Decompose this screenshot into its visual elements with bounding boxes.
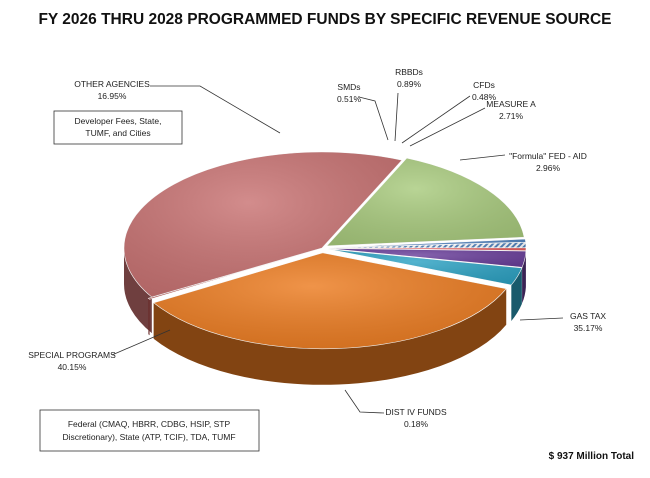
slice-shading xyxy=(327,239,526,248)
pie-slices xyxy=(123,151,527,350)
label-rbbds: RBBDs 0.89% xyxy=(395,67,423,89)
svg-text:Discretionary), State (ATP, TC: Discretionary), State (ATP, TCIF), TDA, … xyxy=(62,432,235,442)
slice-value: 0.48% xyxy=(472,92,497,102)
slice-name: "Formula" FED - AID xyxy=(509,151,587,161)
leader-lines xyxy=(111,85,564,414)
slice-name: OTHER AGENCIES xyxy=(74,79,150,89)
label-measure-a: MEASURE A 2.71% xyxy=(486,99,536,121)
slice-shading xyxy=(327,248,526,268)
slice-name: SPECIAL PROGRAMS xyxy=(28,350,116,360)
slice-value: 0.18% xyxy=(404,419,429,429)
label-smds: SMDs 0.51% xyxy=(337,82,362,104)
slice-side-special-programs xyxy=(124,248,152,334)
slice-value: 0.89% xyxy=(397,79,422,89)
slice-name: DIST IV FUNDS xyxy=(385,407,447,417)
svg-text:TUMF, and Cities: TUMF, and Cities xyxy=(85,128,150,138)
slice-side-formula-fed-aid xyxy=(511,267,522,321)
slice-shading xyxy=(327,242,526,248)
slice-side-gas-tax xyxy=(153,288,507,385)
label-special-programs: SPECIAL PROGRAMS 40.15% xyxy=(28,350,116,372)
slice-name: MEASURE A xyxy=(486,99,536,109)
slice-shading xyxy=(124,152,402,298)
slice-value: 40.15% xyxy=(58,362,87,372)
note-other-agencies: Developer Fees, State, TUMF, and Cities xyxy=(53,110,183,145)
slice-shading xyxy=(327,247,526,251)
svg-text:Developer Fees, State,: Developer Fees, State, xyxy=(75,116,162,126)
label-formula-fed-aid: "Formula" FED - AID 2.96% xyxy=(509,151,587,173)
slice-value: 2.96% xyxy=(536,163,561,173)
slice-value: 16.95% xyxy=(98,91,127,101)
svg-text:Federal (CMAQ, HBRR, CDBG, HSI: Federal (CMAQ, HBRR, CDBG, HSIP, STP xyxy=(68,419,231,429)
slice-side-dist-iv-funds xyxy=(148,298,150,336)
slice-shading xyxy=(326,158,525,246)
slice-value: 35.17% xyxy=(574,323,603,333)
total-label: $ 937 Million Total xyxy=(549,451,635,462)
slice-name: SMDs xyxy=(337,82,360,92)
slice-name: CFDs xyxy=(473,80,495,90)
slice-shading xyxy=(153,252,507,349)
label-gas-tax: GAS TAX 35.17% xyxy=(570,311,606,333)
label-cfds: CFDs 0.48% xyxy=(472,80,497,102)
note-special-programs: Federal (CMAQ, HBRR, CDBG, HSIP, STP Dis… xyxy=(39,409,260,452)
label-dist-iv-funds: DIST IV FUNDS 0.18% xyxy=(385,407,447,429)
slice-shading xyxy=(327,249,522,285)
label-other-agencies: OTHER AGENCIES 16.95% xyxy=(74,79,150,101)
slice-value: 2.71% xyxy=(499,111,524,121)
slice-name: RBBDs xyxy=(395,67,423,77)
slice-name: GAS TAX xyxy=(570,311,606,321)
slice-side-measure-a xyxy=(522,251,526,304)
slice-value: 0.51% xyxy=(337,94,362,104)
pie-sides xyxy=(124,248,526,385)
slice-shading xyxy=(148,249,319,300)
chart-title: FY 2026 THRU 2028 PROGRAMMED FUNDS BY SP… xyxy=(38,11,611,28)
